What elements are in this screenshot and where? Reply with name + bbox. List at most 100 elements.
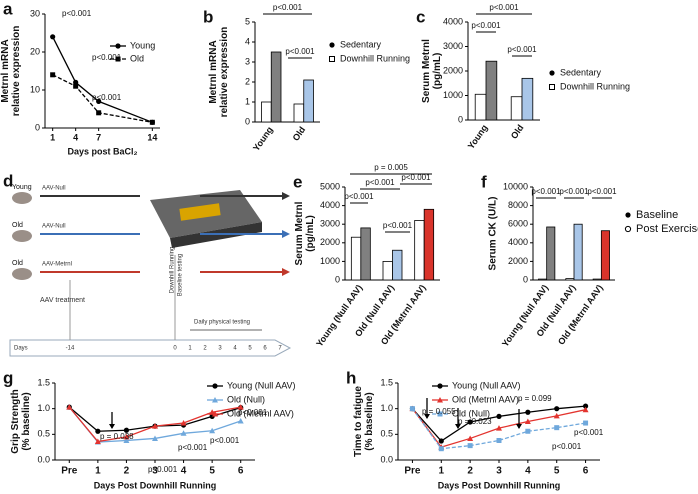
marker — [496, 413, 502, 419]
chart-f: f 0 2000 4000 6000 8000 10000 Serum CK (U/L) You… — [481, 172, 698, 348]
annotation: p<0.001 — [552, 442, 582, 451]
x-tick-label: Young (Null AAV) — [500, 283, 550, 349]
y-tick-label: 1.0 — [37, 403, 50, 413]
x-tick-label: Young — [251, 125, 275, 153]
days-label: Days — [14, 346, 28, 352]
legend-label: Downhill Running — [340, 53, 410, 63]
day-label: -14 — [66, 346, 75, 352]
y-tick-label: 10 — [30, 84, 40, 94]
marker — [554, 425, 560, 431]
legend-label: Old (Metrnl AAV) — [227, 408, 294, 418]
y-tick-label: 2000 — [508, 256, 528, 266]
annotation: p<0.001 — [238, 408, 268, 417]
y-tick-label: 10000 — [503, 181, 528, 191]
x-axis-label: Days Post Downhill Running — [94, 480, 217, 490]
annotation: p<0.001 — [471, 21, 501, 30]
marker — [96, 110, 102, 116]
x-tick-label: Young — [466, 123, 490, 151]
marker — [237, 404, 244, 410]
bar — [573, 223, 583, 281]
group-label: Old — [12, 222, 23, 229]
series-line — [52, 36, 153, 123]
x-tick-label: 2 — [124, 466, 130, 477]
y-axis-label: relative expression — [219, 27, 230, 118]
y-tick-label: 5000 — [320, 181, 340, 191]
marker — [123, 427, 130, 433]
x-tick-label: 7 — [96, 132, 101, 142]
legend-label: Post Exercise — [636, 223, 698, 235]
diagram-d — [9, 190, 292, 357]
y-axis-label: Serum Metrnl — [421, 39, 432, 103]
annotation: p<0.001 — [344, 192, 374, 201]
marker — [524, 418, 531, 424]
panel-label: c — [416, 7, 425, 26]
bar — [350, 236, 362, 281]
day-label: 1 — [188, 346, 192, 352]
marker — [553, 412, 560, 419]
marker — [209, 427, 216, 434]
marker — [180, 430, 187, 436]
y-axis-label: Serum Metrnl — [294, 201, 305, 265]
y-tick-label: 4000 — [443, 16, 463, 26]
chart-g: g 0.0 0.5 1.0 1.5 Grip Strength (% baseline) Pr… — [3, 368, 296, 490]
y-axis-label: (% baseline) — [21, 392, 32, 450]
legend-label: Old (Metrnl AAV) — [452, 394, 519, 404]
annotation: p<0.001 — [574, 428, 604, 437]
legend-marker — [625, 212, 631, 218]
marker — [149, 119, 155, 125]
annotation: p<0.001 — [531, 187, 561, 196]
y-tick-label: 8000 — [508, 200, 528, 210]
day-label: 6 — [263, 346, 267, 352]
marker — [237, 417, 244, 424]
y-axis-label: relative expression — [11, 26, 22, 117]
day-label: 3 — [218, 346, 222, 352]
x-tick-label: 3 — [152, 466, 158, 477]
marker — [437, 383, 443, 389]
mouse — [12, 230, 32, 242]
y-tick-label: 0 — [245, 116, 250, 126]
x-tick-label: Pre — [61, 466, 78, 477]
day-label: 4 — [233, 346, 237, 352]
panel-label: b — [203, 7, 213, 26]
y-tick-label: 0 — [335, 274, 340, 284]
y-tick-label: 1.5 — [380, 377, 393, 387]
annotation: p<0.001 — [587, 187, 617, 196]
panel-label: a — [3, 0, 13, 18]
x-tick-label: 4 — [525, 466, 531, 477]
y-tick-label: 1 — [245, 96, 250, 106]
marker — [115, 43, 121, 49]
bar — [261, 101, 272, 123]
bar — [360, 227, 371, 281]
marker — [438, 438, 444, 444]
y-tick-label: 0 — [458, 114, 463, 124]
marker — [152, 435, 158, 441]
daily-label: Daily physical testing — [194, 320, 250, 326]
marker — [96, 98, 102, 104]
y-tick-label: 30 — [30, 8, 40, 18]
annotation: p<0.001 — [507, 45, 537, 54]
marker — [50, 72, 56, 78]
annotation: p = 0.055 — [422, 407, 456, 416]
treadmill-belt — [179, 203, 221, 221]
marker — [95, 428, 101, 434]
marker — [582, 406, 589, 413]
chart-e: e 0 1000 2000 3000 4000 5000 Serum Metrnl (pg/mL… — [293, 163, 440, 349]
y-tick-label: 20 — [30, 46, 40, 56]
x-tick-label: 1 — [50, 132, 55, 142]
bar — [270, 51, 282, 123]
bar — [414, 220, 425, 281]
annotation: p = 0.099 — [518, 394, 552, 403]
bar — [592, 278, 602, 281]
x-tick-label: Young (Null AAV) — [314, 283, 364, 349]
x-tick-label: 6 — [238, 466, 244, 477]
bar — [485, 60, 498, 121]
arrow-head — [282, 192, 290, 200]
panel-label: d — [3, 171, 13, 190]
bar — [392, 249, 403, 281]
y-tick-label: 2000 — [443, 65, 463, 75]
annotation: p<0.001 — [92, 93, 122, 102]
y-tick-label: 3 — [245, 56, 250, 66]
x-axis-label: Days post BaCl₂ — [67, 146, 137, 156]
y-tick-label: 1.5 — [37, 377, 50, 387]
